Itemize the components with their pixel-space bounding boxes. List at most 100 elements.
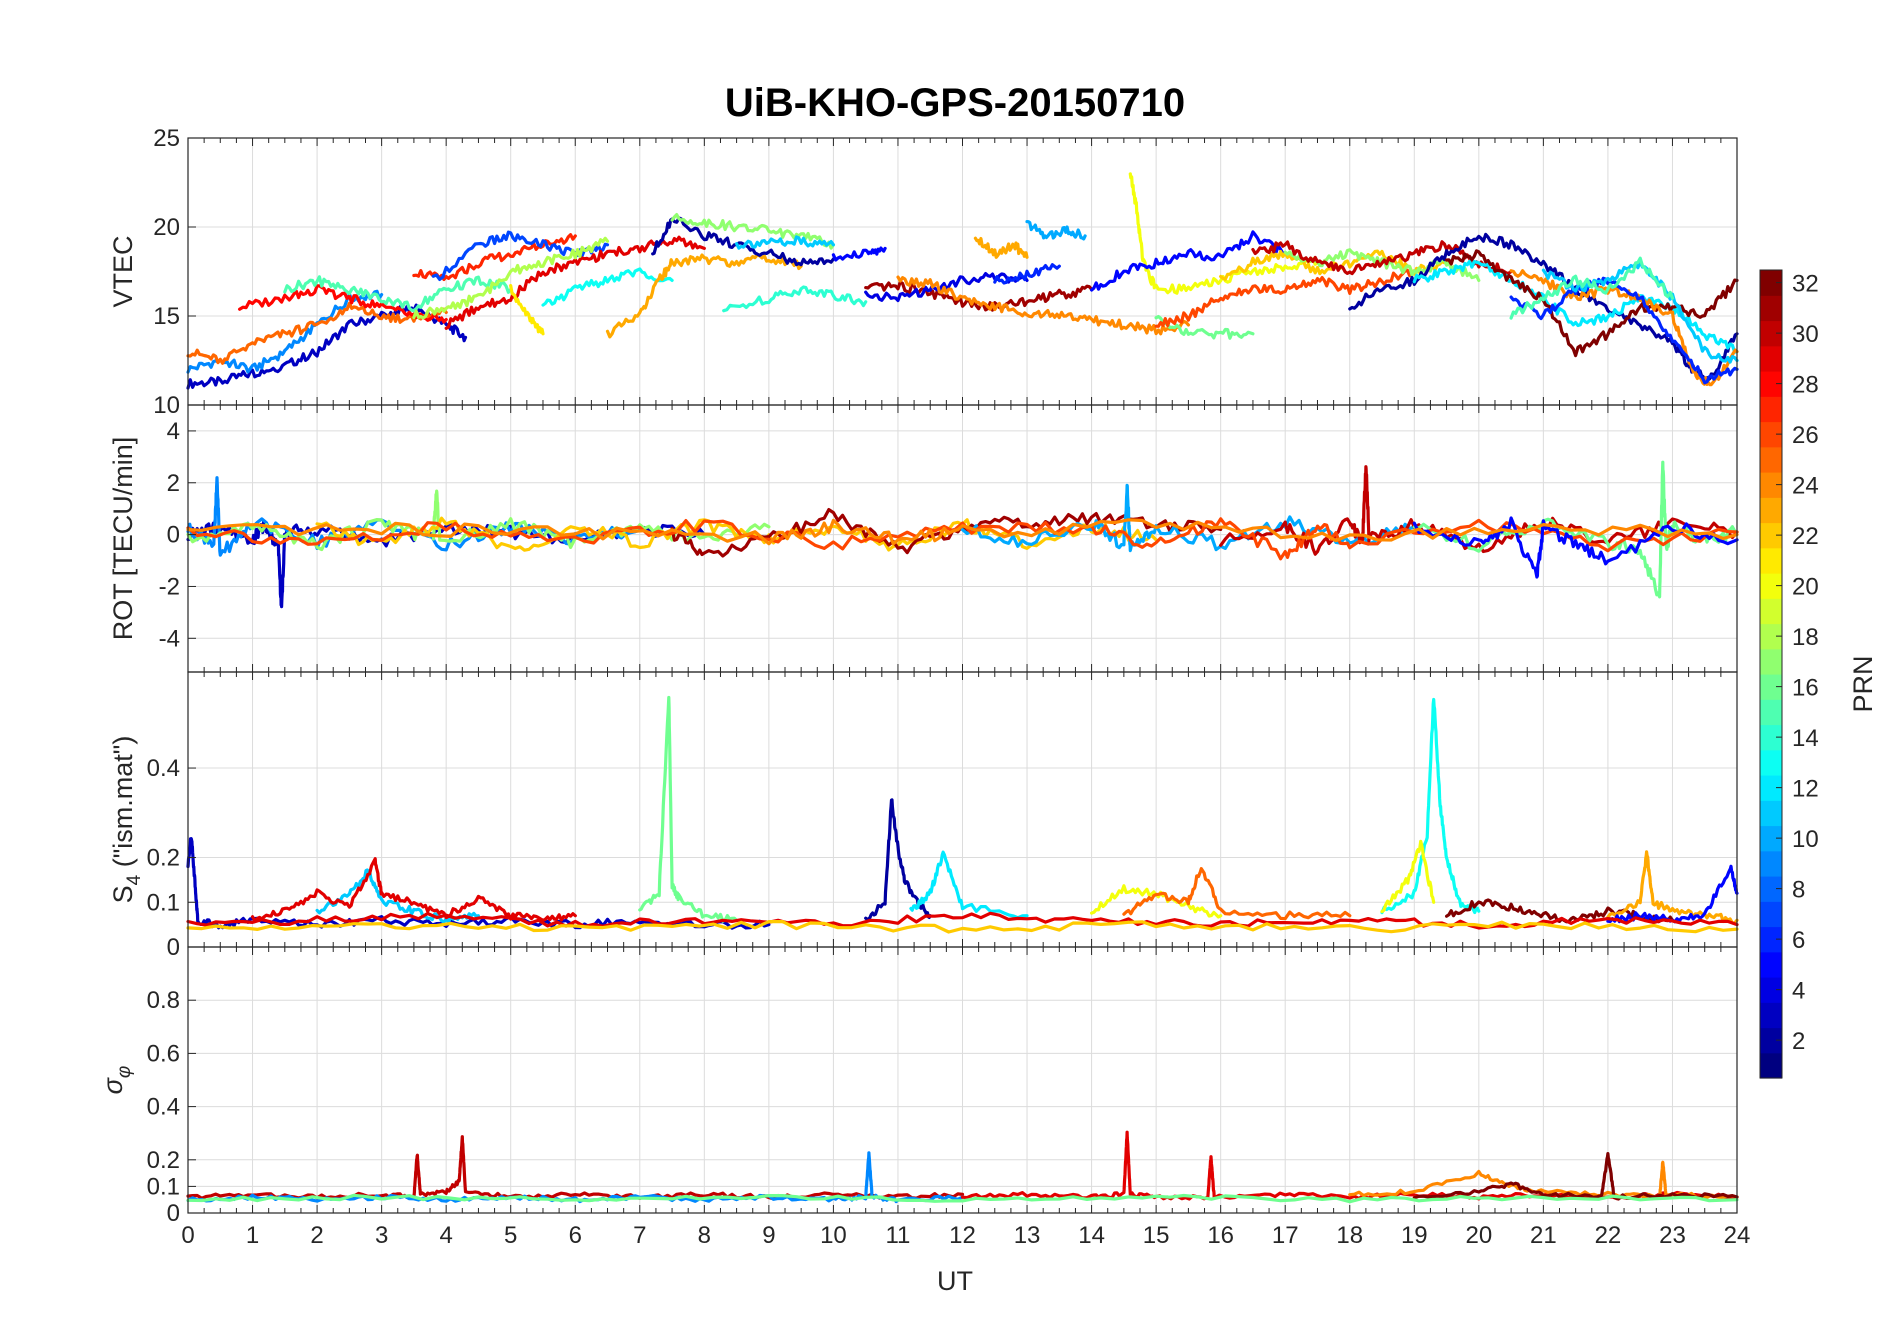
y-axis-label-sub: 4 [124,874,145,885]
colorbar-segment [1760,396,1782,423]
x-tick-label: 4 [439,1222,452,1249]
colorbar-segment [1760,1052,1782,1079]
y-tick-label: 25 [153,125,180,152]
y-axis-label: ROT [TECU/min] [108,437,138,641]
colorbar-tick-label: 26 [1792,422,1819,449]
y-axis-label: S4 ("ism.mat") [108,736,145,904]
series-prn-15 [283,275,513,313]
colorbar-frame [1759,269,1783,1079]
colorbar-segment [1760,749,1782,776]
colorbar-tick-label: 18 [1792,624,1819,651]
series-prn-25 [186,301,448,365]
y-tick-label: 0.1 [147,889,180,916]
series-prn-32 [1412,1151,1739,1201]
colorbar-tick-label: 30 [1792,321,1819,348]
series-prn-23 [973,236,1029,259]
series-prn-26 [1154,268,1416,328]
x-tick-label: 18 [1336,1222,1363,1249]
y-tick-label: 0.8 [147,987,180,1014]
colorbar-segment [1760,951,1782,978]
y-tick-label: 0.4 [147,1094,180,1121]
x-tick-label: 10 [820,1222,847,1249]
x-tick-label: 6 [569,1222,582,1249]
series-prn-4 [864,272,1029,303]
colorbar-segment [1760,800,1782,827]
colorbar-label: PRN [1848,655,1878,712]
colorbar-segment [1760,623,1782,650]
y-axis-label-main: σ [98,1076,128,1094]
colorbar-tick-label: 20 [1792,574,1819,601]
series-prn-13 [541,267,674,307]
x-tick-label: 12 [949,1222,976,1249]
colorbar-segment [1760,825,1782,852]
x-tick-label: 20 [1465,1222,1492,1249]
colorbar-tick-label: 12 [1792,776,1819,803]
x-tick-label: 11 [885,1222,910,1249]
colorbar-tick-label: 2 [1792,1028,1805,1055]
series-prn-11 [734,235,836,250]
y-tick-label: 0.2 [147,1147,180,1174]
colorbar-segment [1760,926,1782,953]
colorbar-segment [1760,522,1782,549]
colorbar-segment [1760,724,1782,751]
x-tick-label: 16 [1207,1222,1234,1249]
y-tick-label: 0 [167,934,180,961]
x-tick-label: 13 [1014,1222,1041,1249]
colorbar-tick-label: 10 [1792,826,1819,853]
series-prn-17 [670,213,836,250]
series-prn-5 [1412,516,1739,579]
colorbar-segment [1760,598,1782,625]
x-tick-label: 24 [1724,1222,1751,1249]
series-prn-31 [864,280,1094,312]
series-prn-27 [412,233,577,282]
y-tick-label: 0 [167,522,180,549]
series-prn-24 [186,518,1739,546]
x-tick-label: 22 [1595,1222,1622,1249]
colorbar-segment [1760,421,1782,448]
series-prn-29 [186,911,1739,930]
series-prn-16 [1154,314,1255,340]
y-axis-label-main: S [108,885,138,903]
x-tick-label: 1 [246,1222,259,1249]
series-prn-17 [186,489,771,552]
y-axis-label: σφ [98,1066,135,1095]
colorbar-tick-label: 16 [1792,675,1819,702]
colorbar-segment [1760,573,1782,599]
colorbar-segment [1760,446,1782,473]
panel-rot: -4 -2 0 2 4 ROT [TECU/min] [108,404,1739,673]
series-prn-32 [1444,249,1739,358]
x-tick-label: 0 [181,1222,194,1249]
colorbar-tick-label: 14 [1792,725,1819,752]
colorbar-tick-label: 22 [1792,523,1819,550]
series-prn-23 [605,253,803,339]
colorbar-segment [1760,497,1782,524]
series-prn-14 [722,285,868,313]
colorbar-tick-label: 6 [1792,927,1805,954]
series-prn-20 [1380,839,1436,914]
y-tick-label: 0.2 [147,845,180,872]
x-tick-label: 17 [1272,1222,1299,1249]
x-tick-label: 5 [504,1222,517,1249]
y-axis-label-rest: ("ism.mat") [108,736,138,875]
series-prn-12 [909,850,1029,920]
series-prn-6 [1509,276,1739,385]
series-prn-31 [670,508,1223,558]
panel-vtec: 10 15 20 25 VTEC [108,125,1739,419]
series-prn-20 [1128,172,1320,295]
x-tick-label: 14 [1078,1222,1105,1249]
y-tick-label: -2 [159,573,180,600]
x-tick-label: 2 [310,1222,323,1249]
series-prn-18 [412,236,610,320]
series-prn-24 [896,275,1191,336]
series-prn-26 [186,517,1739,561]
series-prn-9 [186,1151,965,1204]
x-axis-label: UT [937,1266,973,1296]
x-tick-label: 9 [762,1222,775,1249]
series-prn-5 [1089,230,1287,292]
colorbar-segment [1760,977,1782,1003]
y-tick-label: 0.4 [147,755,180,782]
series-prn-16 [186,1193,1739,1204]
